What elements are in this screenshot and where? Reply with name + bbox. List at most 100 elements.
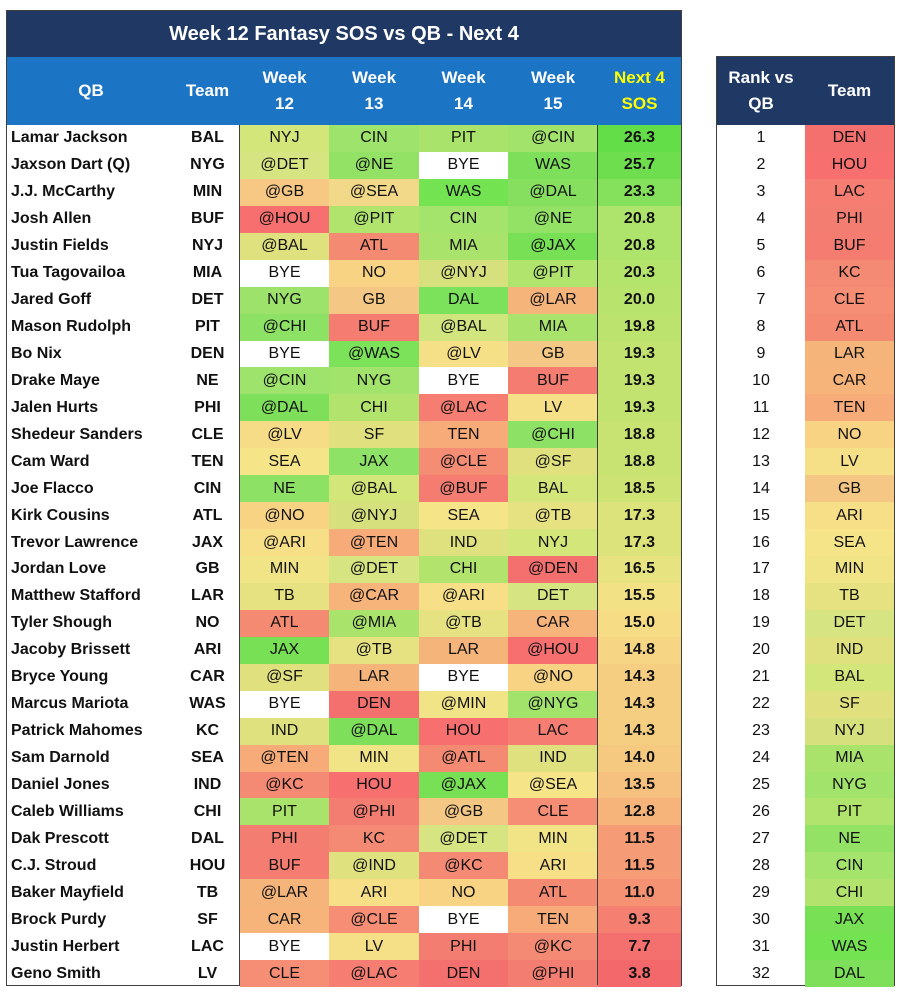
- rank-number-cell: 22: [752, 695, 770, 713]
- week-14-opponent-cell: DEN: [419, 960, 508, 987]
- week-13-opponent-cell: @CAR: [329, 582, 419, 610]
- week-12-opponent-cell: ATL: [240, 609, 329, 637]
- sos-value-cell: 7.7: [598, 933, 681, 961]
- rank-number-cell: 31: [752, 937, 770, 955]
- rank-team-cell: JAX: [805, 906, 894, 934]
- week-14-opponent-cell: SEA: [419, 502, 508, 530]
- header-sos-line1: Next 4: [613, 68, 666, 87]
- week-15-opponent-cell: GB: [508, 340, 598, 368]
- rank-row: 21 BAL: [717, 663, 894, 691]
- week-12-opponent-cell: BYE: [240, 340, 329, 368]
- qb-name-cell: Bo Nix: [11, 344, 62, 362]
- week-13-opponent-cell: @DET: [329, 556, 419, 583]
- rank-row: 5 BUF: [717, 232, 894, 260]
- qb-name-cell: Baker Mayfield: [11, 883, 124, 901]
- week-13-opponent-cell: @DAL: [329, 717, 419, 745]
- rank-number-cell: 30: [752, 910, 770, 928]
- week-13-opponent-cell: JAX: [329, 448, 419, 476]
- week-15-opponent-cell: TEN: [508, 906, 598, 934]
- sos-value-cell: 23.3: [598, 178, 681, 206]
- table-row: Drake Maye NE @CIN NYG BYE BUF 19.3: [7, 367, 681, 395]
- team-cell: NYJ: [191, 237, 224, 255]
- week-15-opponent-cell: @SEA: [508, 771, 598, 799]
- team-cell: WAS: [189, 695, 226, 713]
- team-cell: JAX: [191, 533, 224, 551]
- sos-value-cell: 14.3: [598, 690, 681, 718]
- week-12-opponent-cell: NYJ: [240, 125, 329, 152]
- qb-name-cell: Cam Ward: [11, 452, 90, 470]
- rank-number-cell: 26: [752, 802, 770, 820]
- table-row: Justin Fields NYJ @BAL ATL MIA @JAX 20.8: [7, 232, 681, 260]
- rank-team-cell: BAL: [805, 663, 894, 691]
- week-13-opponent-cell: LAR: [329, 663, 419, 691]
- qb-name-cell: Drake Maye: [11, 371, 100, 389]
- rank-row: 7 CLE: [717, 286, 894, 314]
- qb-name-cell: Shedeur Sanders: [11, 425, 143, 443]
- divider-weeks-sos: [597, 125, 598, 985]
- week-15-opponent-cell: @TB: [508, 502, 598, 530]
- team-cell: LAC: [191, 937, 224, 955]
- rank-team-cell: HOU: [805, 151, 894, 179]
- rank-team-cell: MIA: [805, 744, 894, 772]
- week-12-opponent-cell: BYE: [240, 933, 329, 961]
- sos-value-cell: 25.7: [598, 151, 681, 179]
- week-14-opponent-cell: @LAC: [419, 394, 508, 422]
- week-14-opponent-cell: IND: [419, 529, 508, 556]
- qb-name-cell: Justin Herbert: [11, 937, 120, 955]
- header-week-15-line1: Week: [530, 68, 576, 87]
- team-cell: KC: [195, 722, 220, 740]
- week-12-opponent-cell: CAR: [240, 906, 329, 934]
- week-13-opponent-cell: BUF: [329, 313, 419, 341]
- week-14-opponent-cell: CIN: [419, 205, 508, 233]
- sos-value-cell: 18.8: [598, 448, 681, 476]
- table-row: Justin Herbert LAC BYE LV PHI @KC 7.7: [7, 933, 681, 961]
- week-12-opponent-cell: IND: [240, 717, 329, 745]
- rank-row: 17 MIN: [717, 556, 894, 583]
- header-week-13-line1: Week: [351, 68, 397, 87]
- week-15-opponent-cell: IND: [508, 744, 598, 772]
- week-15-opponent-cell: BUF: [508, 367, 598, 395]
- week-14-opponent-cell: @BAL: [419, 313, 508, 341]
- team-cell: NYG: [190, 156, 225, 174]
- rank-table: Rank vs QB Team 1 DEN 2 HOU 3 LAC 4 PHI 5 BUF 6 KC 7 C…: [716, 56, 895, 987]
- week-15-opponent-cell: LV: [508, 394, 598, 422]
- table-row: Jaxson Dart (Q) NYG @DET @NE BYE WAS 25.7: [7, 151, 681, 179]
- rank-team-cell: MIN: [805, 556, 894, 583]
- header-week-15: Week 15: [508, 57, 598, 125]
- week-13-opponent-cell: @MIA: [329, 609, 419, 637]
- week-12-opponent-cell: @BAL: [240, 232, 329, 260]
- rank-team-cell: LAC: [805, 178, 894, 206]
- rank-row: 15 ARI: [717, 502, 894, 530]
- rank-row: 12 NO: [717, 421, 894, 449]
- week-13-opponent-cell: LV: [329, 933, 419, 961]
- header-sos: Next 4 SOS: [598, 57, 681, 125]
- week-12-opponent-cell: NYG: [240, 286, 329, 314]
- week-13-opponent-cell: @TB: [329, 636, 419, 664]
- week-14-opponent-cell: BYE: [419, 367, 508, 395]
- table-row: Bo Nix DEN BYE @WAS @LV GB 19.3: [7, 340, 681, 368]
- week-14-opponent-cell: @ARI: [419, 582, 508, 610]
- table-row: Patrick Mahomes KC IND @DAL HOU LAC 14.3: [7, 717, 681, 745]
- qb-name-cell: Tua Tagovailoa: [11, 264, 126, 282]
- week-12-opponent-cell: TB: [240, 582, 329, 610]
- table-row: Dak Prescott DAL PHI KC @DET MIN 11.5: [7, 825, 681, 853]
- rank-team-cell: NO: [805, 421, 894, 449]
- rank-row: 20 IND: [717, 636, 894, 664]
- rank-number-cell: 9: [756, 344, 766, 362]
- week-14-opponent-cell: PIT: [419, 125, 508, 152]
- table-row: Marcus Mariota WAS BYE DEN @MIN @NYG 14.3: [7, 690, 681, 718]
- table-row: Tua Tagovailoa MIA BYE NO @NYJ @PIT 20.3: [7, 259, 681, 287]
- rank-number-cell: 3: [756, 183, 766, 201]
- header-week-13-line2: 13: [364, 94, 384, 113]
- sos-value-cell: 11.0: [598, 879, 681, 907]
- qb-name-cell: Bryce Young: [11, 668, 109, 686]
- week-13-opponent-cell: @PHI: [329, 798, 419, 826]
- rank-number-cell: 25: [752, 775, 770, 793]
- header-rank-line2: QB: [748, 94, 774, 113]
- team-cell: PHI: [194, 398, 221, 416]
- table-row: Tyler Shough NO ATL @MIA @TB CAR 15.0: [7, 609, 681, 637]
- table-row: Caleb Williams CHI PIT @PHI @GB CLE 12.8: [7, 798, 681, 826]
- week-15-opponent-cell: CLE: [508, 798, 598, 826]
- table-row: Joe Flacco CIN NE @BAL @BUF BAL 18.5: [7, 475, 681, 503]
- rank-row: 31 WAS: [717, 933, 894, 961]
